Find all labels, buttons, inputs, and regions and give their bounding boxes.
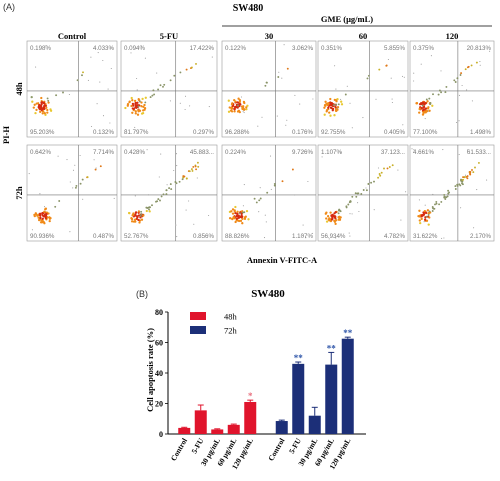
quadrant-lr-value: 2.170%	[470, 233, 491, 240]
column-header: 60	[359, 31, 368, 41]
x-tick-label: 5-FU	[190, 436, 206, 455]
flow-plot: 0.198% 4.033% 95.203% 0.132%	[26, 40, 118, 138]
panel-a-label: (A)	[3, 2, 15, 12]
quadrant-ll-value: 52.767%	[124, 233, 149, 240]
panel-a-title: SW480	[233, 3, 264, 14]
quadrant-ul-value: 0.094%	[124, 45, 145, 52]
quadrant-ul-value: 1.107%	[321, 149, 342, 156]
quadrant-lr-value: 1.107%	[292, 233, 313, 240]
bar	[244, 401, 257, 434]
quadrant-lr-value: 4.782%	[384, 233, 405, 240]
quadrant-lr-value: 1.498%	[470, 129, 491, 136]
quadrant-ll-value: 81.797%	[124, 129, 149, 136]
quadrant-lr-value: 0.487%	[93, 233, 114, 240]
flow-plot: 0.351% 5.855% 92.755% 0.405%	[317, 40, 409, 138]
flow-plot: 1.107% 37.123... 56.934% 4.782%	[317, 144, 409, 242]
significance-mark: **	[343, 328, 353, 338]
quadrant-ur-value: 4.033%	[93, 45, 114, 52]
quadrant-lr-value: 0.176%	[292, 129, 313, 136]
flow-plot: 0.094% 17.422% 81.797% 0.297%	[120, 40, 218, 138]
legend-label: 72h	[224, 326, 238, 336]
y-tick-label: 0	[159, 430, 163, 439]
quadrant-lr-value: 0.405%	[384, 129, 405, 136]
quadrant-ur-value: 37.123...	[381, 149, 405, 156]
quadrant-ul-value: 0.428%	[124, 149, 145, 156]
quadrant-ur-value: 61.533...	[467, 149, 491, 156]
quadrant-ul-value: 4.661%	[413, 149, 434, 156]
x-tick-label: Control	[169, 437, 189, 463]
quadrant-ll-value: 90.936%	[30, 233, 55, 240]
quadrant-ll-value: 92.755%	[321, 129, 346, 136]
y-tick-label: 20	[155, 400, 163, 409]
significance-mark: **	[294, 353, 304, 363]
bar	[227, 424, 240, 434]
quadrant-lr-value: 0.297%	[193, 129, 214, 136]
quadrant-ur-value: 45.883...	[190, 149, 214, 156]
quadrant-ur-value: 17.422%	[190, 45, 215, 52]
chart-y-axis-label: Cell apoptosis rate (%)	[145, 328, 155, 412]
panel-b-label: (B)	[136, 289, 148, 299]
column-header: 120	[446, 31, 459, 41]
flow-plot: 0.122% 3.062% 96.288% 0.176%	[221, 40, 317, 138]
flow-plot: 0.428% 45.883... 52.767% 0.856%	[120, 144, 218, 242]
quadrant-ul-value: 0.198%	[30, 45, 51, 52]
y-tick-label: 60	[155, 339, 163, 348]
bar	[178, 427, 191, 434]
x-tick-label: Control	[266, 437, 286, 463]
quadrant-ur-value: 5.855%	[384, 45, 405, 52]
chart-title: SW480	[251, 288, 285, 300]
flow-plot: 0.642% 7.714% 90.936% 0.487%	[26, 144, 118, 242]
quadrant-ul-value: 0.224%	[225, 149, 246, 156]
legend-swatch	[190, 312, 206, 320]
bar	[275, 421, 288, 434]
quadrant-ll-value: 96.288%	[225, 129, 250, 136]
bar	[211, 429, 224, 434]
quadrant-lr-value: 0.132%	[93, 129, 114, 136]
quadrant-ul-value: 0.642%	[30, 149, 51, 156]
quadrant-ll-value: 95.203%	[30, 129, 55, 136]
row-label: 48h	[14, 82, 24, 96]
row-label: 72h	[14, 186, 24, 200]
flow-cytometry-grid: 0.198% 4.033% 95.203% 0.132% 0.094% 17.422% 81…	[26, 40, 495, 242]
gme-group-label: GME (μg/mL)	[321, 14, 373, 24]
quadrant-ur-value: 20.813%	[467, 45, 492, 52]
significance-mark: *	[248, 391, 253, 401]
bar	[194, 410, 207, 434]
legend-swatch	[190, 326, 206, 334]
bar	[325, 364, 338, 434]
x-tick-label: 5-FU	[287, 436, 303, 455]
y-tick-label: 80	[155, 308, 163, 317]
column-header: 30	[265, 31, 274, 41]
significance-mark: **	[327, 343, 337, 353]
quadrant-lr-value: 0.856%	[193, 233, 214, 240]
bar	[341, 338, 354, 434]
bar	[292, 363, 305, 434]
y-axis-label-pi: PI-H	[1, 126, 11, 144]
quadrant-ur-value: 9.726%	[292, 149, 313, 156]
bar	[308, 415, 321, 434]
column-header: 5-FU	[160, 31, 178, 41]
x-axis-label-annexin: Annexin V-FITC-A	[247, 255, 318, 265]
column-header: Control	[58, 31, 87, 41]
legend-label: 48h	[224, 312, 238, 322]
column-headers: Control 5-FU 30 60 120	[58, 31, 458, 41]
quadrant-ur-value: 7.714%	[93, 149, 114, 156]
quadrant-ul-value: 0.375%	[413, 45, 434, 52]
flow-plot: 0.375% 20.813% 77.100% 1.498%	[409, 40, 495, 138]
row-labels: 48h 72h	[14, 82, 24, 200]
quadrant-ll-value: 77.100%	[413, 129, 438, 136]
y-tick-label: 40	[155, 369, 163, 378]
quadrant-ul-value: 0.351%	[321, 45, 342, 52]
quadrant-ul-value: 0.122%	[225, 45, 246, 52]
quadrant-ur-value: 3.062%	[292, 45, 313, 52]
quadrant-ll-value: 88.826%	[225, 233, 250, 240]
quadrant-ll-value: 31.622%	[413, 233, 438, 240]
flow-plot: 0.224% 9.726% 88.826% 1.107%	[221, 144, 317, 242]
quadrant-ll-value: 56.934%	[321, 233, 346, 240]
flow-plot: 4.661% 61.533... 31.622% 2.170%	[409, 144, 495, 242]
